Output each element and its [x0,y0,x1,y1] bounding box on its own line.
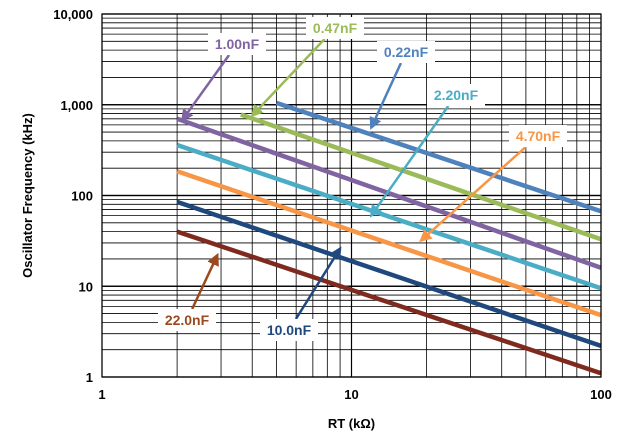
annotation-label-bg [158,309,216,331]
annotation-label: 4.70nF [516,128,561,144]
x-tick-label: 1 [98,387,105,402]
annotation-label: 10.0nF [267,322,312,338]
annotation-arrow [294,246,342,320]
series-line-2.20nF [176,142,602,291]
y-tick-label: 10 [79,279,93,294]
annotation-label-bg [306,17,364,39]
series-line-0.47nF [240,112,602,242]
x-tick-label: 10 [344,387,358,402]
annotation-label: 0.22nF [384,44,429,60]
annotation-arrow [369,62,403,130]
annotation-arrow [180,54,231,122]
series-line-4.70nF [176,169,602,318]
y-tick-label: 100 [71,189,93,204]
annotation-arrow [250,38,326,118]
series-line-0.22nF [275,100,602,214]
series-lines [176,100,602,376]
series-line-10.0nF [176,199,602,349]
annotation-label-bg [427,84,485,106]
annotation-label-bg [208,33,266,55]
y-tick-label: 1 [86,370,93,385]
tick-labels: 1 10 100 1,000 10,000 1 10 100 [53,7,612,402]
annotation-label: 0.47nF [313,20,358,36]
series-line-22.0nF [176,229,602,376]
annotation-arrow [369,105,450,218]
series-line-1.00nF [176,116,602,270]
annotation-label: 1.00nF [215,36,260,52]
x-tick-label: 100 [590,387,612,402]
annotation-arrow [191,252,219,310]
annotation-label-bg [260,319,318,341]
annotation-label: 2.20nF [434,87,479,103]
y-tick-label: 10,000 [53,7,93,22]
annotation-label-bg [377,41,435,63]
annotation-label-bg [509,125,567,147]
x-axis-title: RT (kΩ) [328,416,375,431]
series-annotations: 1.00nF 0.47nF 0.22nF 2.20nF 4.70nF 10.0nF 22.0… [158,17,567,341]
y-tick-label: 1,000 [60,98,93,113]
y-axis-title: Oscillator Frequency (kHz) [20,113,35,278]
annotation-arrow [419,146,527,243]
plot-area-border [101,13,602,378]
annotation-label: 22.0nF [165,312,210,328]
